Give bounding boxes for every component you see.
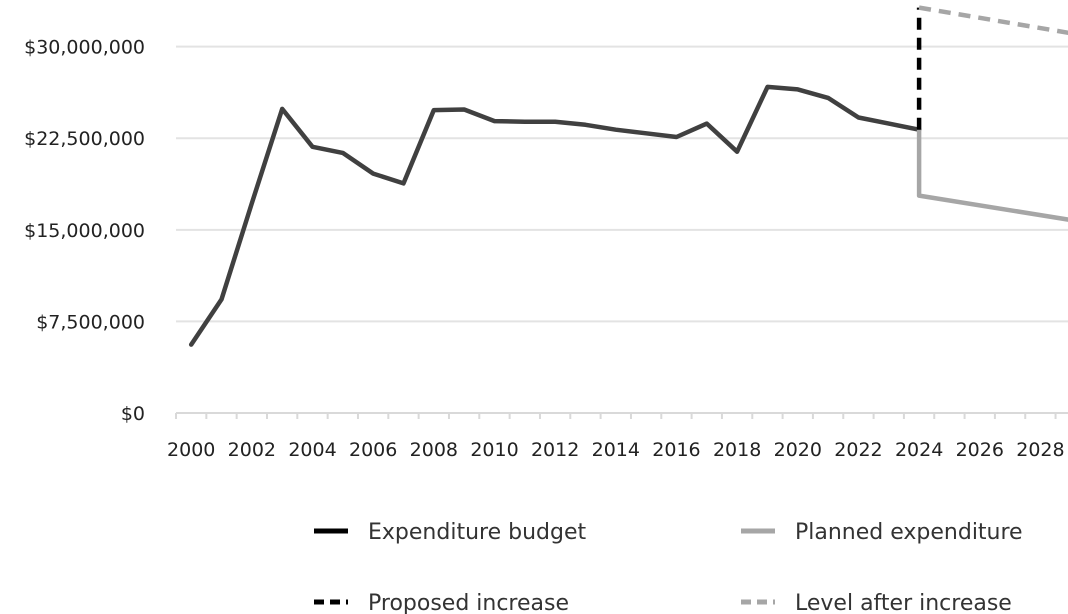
x-tick-label: 2006 (349, 439, 397, 461)
y-tick-label: $7,500,000 (36, 311, 145, 333)
legend-label: Planned expenditure (795, 520, 1023, 545)
legend-label: Level after increase (795, 591, 1012, 614)
x-axis (175, 412, 1068, 419)
series-line-expenditure-budget (188, 84, 922, 347)
x-tick-label: 2022 (834, 439, 882, 461)
legend-label: Expenditure budget (368, 520, 586, 545)
x-tick-label: 2014 (592, 439, 640, 461)
series-line-planned-expenditure (916, 127, 1068, 222)
x-tick-label: 2008 (410, 439, 458, 461)
x-tick-label: 2000 (167, 439, 215, 461)
y-tick-label: $30,000,000 (24, 37, 145, 59)
x-tick-label: 2020 (774, 439, 822, 461)
x-axis-tick-labels: 2000 2002 2004 2006 2008 2010 2012 2014 2016 2018… (167, 439, 1065, 461)
x-tick-label: 2026 (956, 439, 1004, 461)
x-tick-label: 2028 (1016, 439, 1064, 461)
gridlines (176, 45, 1068, 323)
y-tick-label: $15,000,000 (24, 220, 145, 242)
legend: Expenditure budget Planned expenditure Pro… (314, 520, 1023, 614)
x-tick-label: 2002 (228, 439, 276, 461)
x-tick-label: 2016 (652, 439, 700, 461)
legend-label: Proposed increase (368, 591, 569, 614)
y-axis-tick-labels: $0 $7,500,000 $15,000,000 $22,500,000 $30,00… (24, 37, 145, 425)
legend-item: Proposed increase (314, 591, 569, 614)
y-tick-label: $0 (121, 403, 145, 425)
series-line-level-after-increase (918, 5, 1068, 36)
legend-item: Planned expenditure (741, 520, 1023, 545)
x-tick-label: 2010 (470, 439, 518, 461)
legend-item: Expenditure budget (314, 520, 586, 545)
series-lines (188, 5, 1068, 347)
y-tick-label: $22,500,000 (24, 128, 145, 150)
x-tick-label: 2012 (531, 439, 579, 461)
x-tick-label: 2024 (895, 439, 943, 461)
legend-item: Level after increase (741, 591, 1012, 614)
x-tick-label: 2004 (288, 439, 336, 461)
x-tick-label: 2018 (713, 439, 761, 461)
